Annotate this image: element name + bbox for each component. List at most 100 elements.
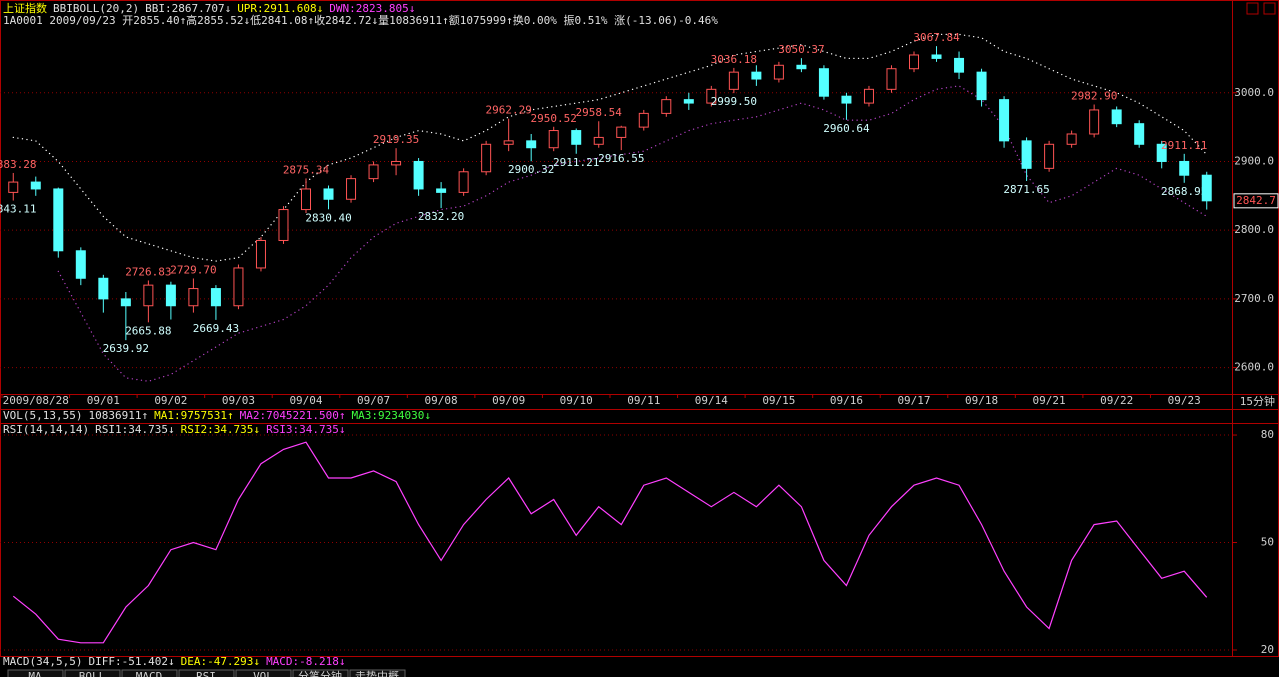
low-label: 2832.20 <box>418 210 464 223</box>
high-label: 2958.54 <box>576 106 623 119</box>
high-label: 2729.70 <box>170 263 216 276</box>
x-tick-label: 09/01 <box>87 394 120 407</box>
high-label: 2875.34 <box>283 163 330 176</box>
tab-label: 走势中概 <box>355 670 399 677</box>
header-item: RSI1:34.735↓ <box>95 423 174 436</box>
tab-label: MA <box>28 670 42 677</box>
vol-header: VOL(5,13,55) 10836911↑ MA1:9757531↑ MA2:704… <box>3 409 431 422</box>
candle-body <box>165 284 176 307</box>
candle-body <box>1021 140 1032 169</box>
candle-body <box>8 181 19 193</box>
bollinger-band <box>12 33 1208 262</box>
high-label: 3067.84 <box>913 31 960 44</box>
candle-body <box>481 143 492 173</box>
tab[interactable] <box>292 669 349 677</box>
candle-body <box>436 188 447 193</box>
x-tick-label: 09/09 <box>492 394 525 407</box>
header-item: RSI(14,14,14) <box>3 423 89 436</box>
x-tick-label: 09/22 <box>1100 394 1133 407</box>
candle-body <box>75 250 86 279</box>
header-item: BBIBOLL(20,2) <box>53 2 139 15</box>
y-tick-label: 50 <box>1261 536 1274 549</box>
candle-body <box>999 99 1010 142</box>
header-item: BBI:2867.707↓ <box>145 2 231 15</box>
header-item: MACD:-8.218↓ <box>266 655 345 668</box>
candle-body <box>526 140 537 149</box>
candle-body <box>548 130 559 149</box>
candle-body <box>1044 143 1055 169</box>
header-item: UPR:2911.608↓ <box>237 2 323 15</box>
last-price-box <box>1233 193 1279 209</box>
low-label: 2916.55 <box>598 152 644 165</box>
quote-info: 1A0001 2009/09/23 开2855.40↑高2855.52↓低284… <box>3 13 718 27</box>
x-tick-label: 09/17 <box>897 394 930 407</box>
header-item: MACD(34,5,5) <box>3 655 82 668</box>
candle-body <box>503 140 514 145</box>
candle-body <box>458 171 469 193</box>
header-item: 10836911↑ <box>88 409 148 422</box>
candle-body <box>1179 160 1190 176</box>
window-buttons <box>1246 2 1276 15</box>
candle-body <box>210 288 221 307</box>
header-item: MA2:7045221.500↑ <box>240 409 346 422</box>
x-tick-label: 09/04 <box>289 394 322 407</box>
last-price: 2842.7 <box>1236 194 1276 207</box>
x-tick-label: 09/08 <box>425 394 458 407</box>
high-label: 3050.37 <box>778 43 824 56</box>
tab[interactable] <box>64 669 121 677</box>
candle-body <box>863 88 874 104</box>
restore-button[interactable] <box>1246 2 1259 15</box>
header-item: DWN:2823.805↓ <box>329 2 415 15</box>
low-label: 2900.32 <box>508 163 554 176</box>
tab-label: VOL <box>253 670 273 677</box>
tab[interactable] <box>7 669 64 677</box>
header-item: RSI3:34.735↓ <box>266 423 345 436</box>
low-label: 2871.65 <box>1003 183 1049 196</box>
low-label: 2960.64 <box>823 122 870 135</box>
candle-body <box>255 239 266 269</box>
high-label: 2950.52 <box>531 112 577 125</box>
rsi-header: RSI(14,14,14) RSI1:34.735↓ RSI2:34.735↓ RSI… <box>3 423 346 436</box>
candle-body <box>143 284 154 307</box>
high-label: 2919.35 <box>373 133 419 146</box>
low-label: 2911.21 <box>553 156 599 169</box>
high-label: 2982.90 <box>1071 90 1117 103</box>
bollinger-band <box>57 85 1208 382</box>
candle-body <box>954 57 965 73</box>
y-tick-label: 2800.0 <box>1234 223 1274 236</box>
tab[interactable] <box>235 669 292 677</box>
candle-body <box>796 64 807 70</box>
candle-body <box>886 68 897 90</box>
tab[interactable] <box>178 669 235 677</box>
header-item: 上证指数 <box>3 1 47 15</box>
tab-label: MACD <box>136 670 163 677</box>
candle-body <box>368 164 379 180</box>
header-item: MA3:9234030↓ <box>352 409 431 422</box>
x-tick-label: 09/07 <box>357 394 390 407</box>
candle-body <box>818 68 829 97</box>
candle-body <box>413 160 424 190</box>
candle-body <box>188 288 199 307</box>
y-tick-label: 80 <box>1261 428 1274 441</box>
candle-body <box>98 277 109 300</box>
candle-body <box>661 99 672 114</box>
candle-body <box>751 71 762 80</box>
x-tick-label: 09/21 <box>1033 394 1066 407</box>
low-label: 2669.43 <box>193 322 239 335</box>
x-tick-label: 09/16 <box>830 394 863 407</box>
x-tick-label: 09/23 <box>1168 394 1201 407</box>
candle-body <box>593 136 604 145</box>
header-item: RSI2:34.735↓ <box>181 423 260 436</box>
header-item: DEA:-47.293↓ <box>181 655 260 668</box>
tab[interactable] <box>121 669 178 677</box>
candle-body <box>323 188 334 200</box>
close-button[interactable] <box>1263 2 1276 15</box>
candle-body <box>301 188 311 211</box>
high-label: 2883.28 <box>0 158 36 171</box>
x-tick-label: 2009/08/28 <box>3 394 69 407</box>
y-tick-label: 2600.0 <box>1234 361 1274 374</box>
high-label: 2911.11 <box>1161 139 1207 152</box>
tab[interactable] <box>349 669 406 677</box>
x-tick-label: 09/02 <box>154 394 187 407</box>
candle-body <box>773 64 784 80</box>
